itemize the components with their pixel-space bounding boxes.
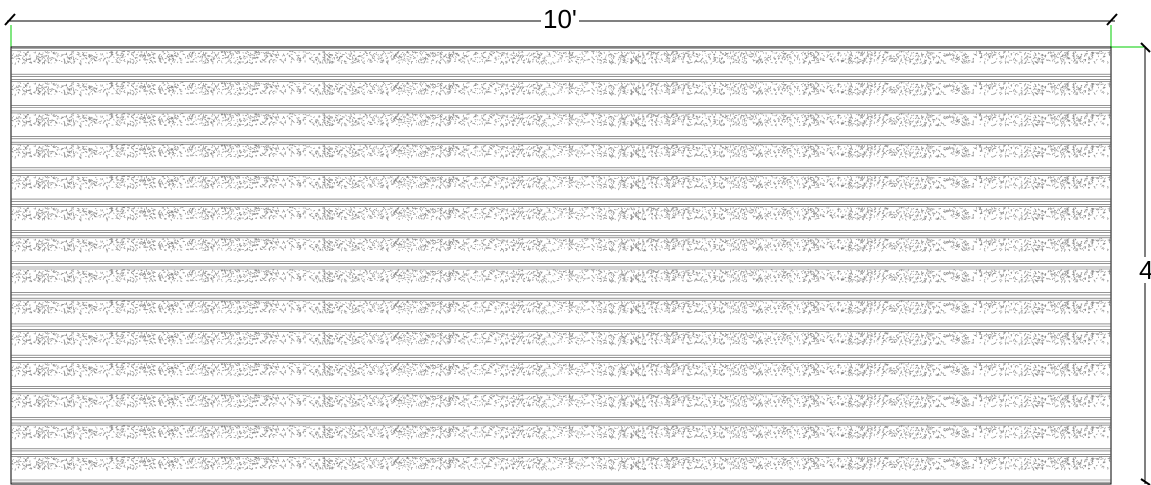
board-texture (11, 50, 1111, 66)
deck-board (11, 204, 1111, 233)
extension-lines (10, 25, 1145, 48)
deck-board (11, 297, 1111, 327)
deck-board (11, 235, 1111, 265)
board-texture (11, 206, 1111, 222)
board-texture (11, 175, 1111, 191)
deck-board (11, 266, 1111, 296)
deck-board (11, 329, 1111, 358)
board-texture (11, 144, 1111, 160)
height-dimension-label: 4 (1139, 257, 1151, 283)
deck-board (11, 422, 1111, 452)
board-texture (11, 300, 1111, 316)
deck-board (11, 110, 1111, 140)
board-texture (11, 237, 1111, 253)
height-tick-bottom (1140, 478, 1151, 485)
board-texture (11, 456, 1111, 472)
board-texture (11, 425, 1111, 440)
deck-panel (10, 46, 1112, 485)
deck-board (11, 453, 1111, 483)
board-texture (11, 394, 1111, 409)
board-texture (11, 269, 1111, 284)
deck-boards (11, 48, 1111, 483)
width-tick-right (1106, 13, 1118, 26)
deck-board (11, 391, 1111, 421)
deck-board (11, 48, 1111, 77)
board-texture (11, 81, 1111, 97)
deck-board (11, 141, 1111, 171)
deck-board (11, 173, 1111, 202)
deck-board (11, 360, 1111, 389)
panel-outline (10, 46, 1112, 485)
board-texture (11, 362, 1111, 378)
height-tick-top (1140, 42, 1151, 53)
deck-board (11, 79, 1111, 108)
board-texture (11, 331, 1111, 347)
width-dimension-label: 10' (541, 4, 579, 34)
width-tick-left (4, 13, 16, 26)
board-texture (11, 113, 1111, 128)
